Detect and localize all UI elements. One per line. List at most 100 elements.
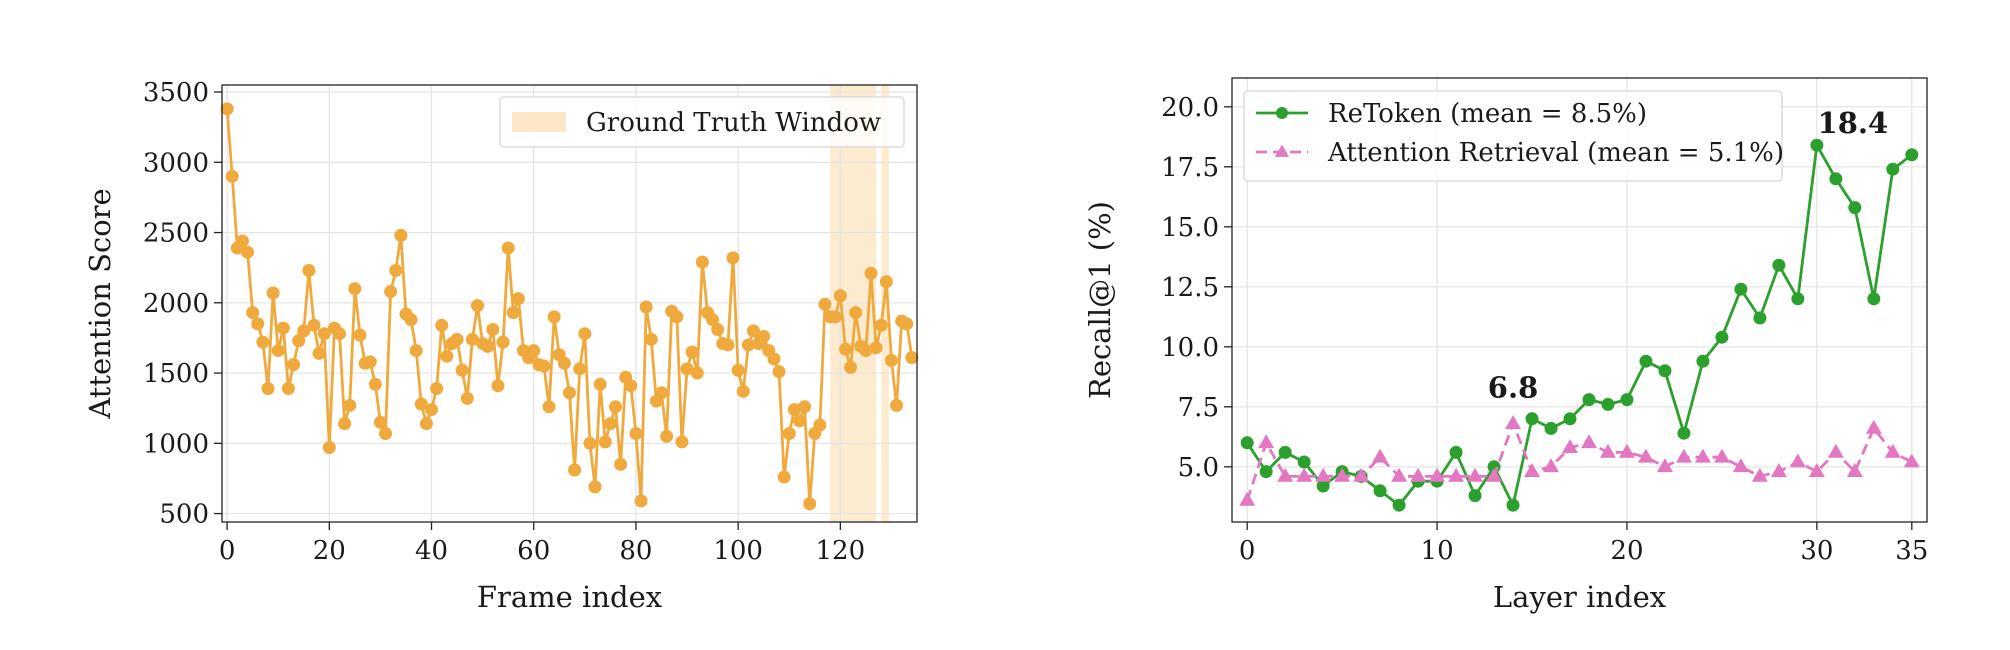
attention-score-point <box>235 234 249 248</box>
attention-score-point <box>731 363 745 377</box>
attention-retrieval-point <box>1694 448 1711 463</box>
peak-annotations: 6.8 18.4 <box>1488 106 1888 404</box>
attention-score-point <box>425 403 439 417</box>
x-tick-label: 20 <box>1610 536 1643 566</box>
attention-retrieval-point <box>1903 453 1920 468</box>
attention-score-point <box>573 362 587 376</box>
attention-score-point <box>721 338 735 352</box>
right-legend-box <box>1243 90 1783 182</box>
retoken-point <box>1696 354 1710 368</box>
retoken-point <box>1639 354 1653 368</box>
retoken-point <box>1734 282 1748 296</box>
attention-score-point <box>220 102 234 116</box>
attention-score-point <box>389 263 403 277</box>
y-tick-label: 1500 <box>143 359 209 389</box>
attention-score-point <box>486 322 500 336</box>
y-tick-label: 12.5 <box>1161 273 1219 303</box>
attention-retrieval-point <box>1581 434 1597 449</box>
attention-score-point <box>409 344 423 358</box>
attention-score-point <box>225 169 239 183</box>
attention-score-point <box>798 400 812 414</box>
attention-retrieval-point <box>1562 439 1578 453</box>
right-legend: ReToken (mean = 8.5%) Attention Retrieva… <box>1243 90 1784 182</box>
attention-score-point <box>833 289 847 303</box>
attention-retrieval-point <box>1391 467 1408 482</box>
retoken-peak-annotation: 18.4 <box>1818 106 1889 140</box>
attention-score-point <box>782 426 796 440</box>
attention-score-point <box>460 391 474 405</box>
attention-score-point <box>394 228 408 242</box>
attention-score-point <box>711 322 725 336</box>
attention-score-point <box>496 335 510 349</box>
x-tick-label: 10 <box>1421 536 1454 566</box>
left-x-ticks: 0 20 40 60 80 100 120 <box>219 522 865 566</box>
attention-score-point <box>271 344 285 358</box>
retoken-point <box>1449 445 1463 459</box>
attention-retrieval-point <box>1505 415 1522 429</box>
attention-score-point <box>813 418 827 432</box>
attention-score-point <box>772 365 786 379</box>
retoken-line <box>1246 143 1913 507</box>
attention-score-point <box>276 321 290 335</box>
attention-score-point <box>608 400 622 414</box>
attention-score-point <box>654 386 668 400</box>
attention-retrieval-point <box>1713 448 1730 463</box>
attention-score-point <box>736 384 750 398</box>
x-tick-label: 120 <box>816 536 866 566</box>
x-tick-label: 100 <box>713 536 763 566</box>
attention-score-point <box>675 435 689 449</box>
attention-score-point <box>537 359 551 373</box>
attention-retrieval-point <box>1296 467 1313 482</box>
attention-score-point <box>900 317 914 331</box>
y-tick-label: 3000 <box>143 148 209 178</box>
left-y-axis-label: Attention Score <box>83 188 117 419</box>
attention-score-point <box>353 328 367 342</box>
retoken-point <box>1753 311 1767 325</box>
attention-score-point <box>348 282 362 296</box>
retoken-point <box>1278 445 1292 459</box>
attention-score-point <box>322 441 336 455</box>
attention-retrieval-point <box>1884 443 1901 458</box>
attention-retrieval-point <box>1334 467 1351 482</box>
attention-score-point <box>634 494 648 508</box>
attention-score-point <box>256 335 270 349</box>
left-y-ticks: 500 1000 1500 2000 2500 3000 3500 <box>143 78 222 530</box>
attention-score-point <box>440 349 454 363</box>
attention-retrieval-point <box>1372 448 1389 463</box>
attention-score-point <box>368 377 382 391</box>
x-tick-label: 0 <box>1239 536 1256 566</box>
retoken-point <box>1810 138 1824 152</box>
retoken-point <box>1316 479 1330 493</box>
attention-score-point <box>746 324 760 338</box>
attention-score-point <box>818 297 832 311</box>
attention-score-point <box>363 355 377 369</box>
left-plot-frame <box>221 84 918 523</box>
attention-score-point <box>542 400 556 414</box>
retoken-point <box>1544 421 1558 435</box>
retoken-legend-label: ReToken (mean = 8.5%) <box>1328 99 1647 129</box>
right-y-axis-label: Recall@1 (%) <box>1083 201 1117 399</box>
attention-retrieval-point <box>1410 467 1427 482</box>
attention-score-point <box>639 300 653 314</box>
attention-score-point <box>670 310 684 324</box>
attention-score-point <box>379 426 393 440</box>
retoken-point <box>1506 498 1520 512</box>
attention-score-point <box>884 353 898 367</box>
attention-retrieval-line <box>1245 422 1913 501</box>
attention-score-point <box>557 356 571 370</box>
attention-retrieval-point <box>1656 458 1673 473</box>
attention-score-point <box>481 339 495 353</box>
attention-score-point <box>777 470 791 484</box>
retoken-point <box>1297 455 1311 469</box>
y-tick-label: 500 <box>159 500 209 530</box>
attention-score-point <box>501 241 515 255</box>
attention-retrieval-point <box>1808 463 1825 477</box>
attention-score-point <box>695 255 709 269</box>
attention-score-point <box>343 398 357 412</box>
attention-score-point <box>511 292 525 306</box>
attention-score-point <box>419 417 433 431</box>
retoken-point <box>1829 172 1843 186</box>
attention-score-point <box>430 382 444 396</box>
attention-score-point <box>568 463 582 477</box>
